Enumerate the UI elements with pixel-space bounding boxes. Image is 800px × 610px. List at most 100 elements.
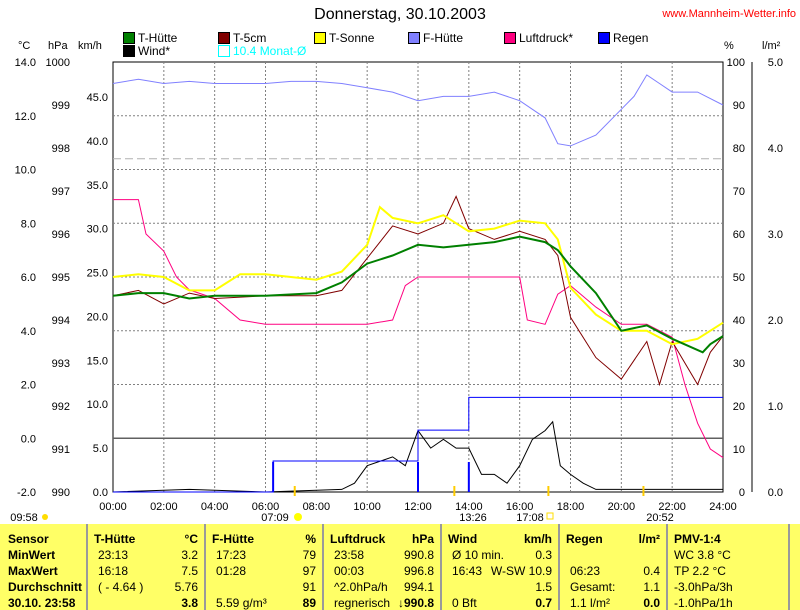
rain-tick-label: 1.0 bbox=[768, 401, 783, 413]
humidity-tick-label: 90 bbox=[733, 100, 745, 112]
wind-r4a: 0 Bft bbox=[452, 596, 477, 610]
fhuette-u: % bbox=[305, 532, 316, 546]
legend-item: Luftdruck* bbox=[504, 31, 573, 45]
legend-swatch bbox=[218, 32, 230, 44]
temp-tick-label: 12.0 bbox=[15, 111, 36, 123]
legend-label: 10.4 Monat-Ø bbox=[233, 44, 307, 58]
legend-item: T-Sonne bbox=[314, 31, 374, 45]
temp-tick-label: 0.0 bbox=[21, 433, 36, 445]
regen-r3a: Gesamt: bbox=[570, 580, 616, 594]
wind-tick-label: 15.0 bbox=[87, 355, 108, 367]
pressure-tick-label: 991 bbox=[52, 444, 70, 456]
legend-swatch bbox=[314, 32, 326, 44]
legend-swatch bbox=[123, 45, 135, 57]
humidity-tick-label: 70 bbox=[733, 186, 745, 198]
x-tick-label: 22:00 bbox=[658, 501, 686, 513]
legend-item: 10.4 Monat-Ø bbox=[218, 44, 306, 58]
wind-tick-label: 10.0 bbox=[87, 399, 108, 411]
regen-u: l/m² bbox=[638, 532, 660, 546]
row-label-min: MinWert bbox=[8, 548, 56, 562]
temp-tick-label: 4.0 bbox=[21, 326, 36, 338]
col-luft: Luftdruck hPa 23:58 990.8 00:03 996.8 ^2.0hPa/… bbox=[324, 524, 442, 610]
legend-item: Wind* bbox=[123, 44, 170, 58]
luft-r2b: 996.8 bbox=[403, 564, 434, 578]
series-t-5cm bbox=[112, 195, 724, 387]
unit-celsius: °C bbox=[18, 40, 31, 52]
legend-swatch bbox=[218, 45, 230, 57]
temp-tick-label: 14.0 bbox=[15, 57, 36, 69]
wind-r1a: Ø 10 min. bbox=[452, 548, 505, 562]
rain-tick-label: 2.0 bbox=[768, 315, 783, 327]
legend-label: Regen bbox=[613, 31, 649, 45]
fhuette-r2b: 97 bbox=[302, 564, 316, 578]
thuette-r4b: 3.8 bbox=[181, 596, 198, 610]
col-regen: Regen l/m² 06:23 0.4 Gesamt: 1.1 1.1 l/m² 0.0 bbox=[560, 524, 668, 610]
luft-h: Luftdruck bbox=[330, 532, 386, 546]
row-label-avg: Durchschnitt bbox=[8, 580, 83, 594]
legend-swatch bbox=[504, 32, 516, 44]
pmv-trend-3h: -3.0hPa/3h bbox=[674, 580, 733, 594]
luft-r4b: ↓990.8 bbox=[397, 596, 434, 610]
legend-label: Luftdruck* bbox=[519, 31, 574, 45]
unit-hpa: hPa bbox=[48, 40, 68, 52]
x-tick-label: 08:00 bbox=[303, 501, 331, 513]
pmv-trend-1h: -1.0hPa/1h bbox=[674, 596, 733, 610]
luft-r3a: ^2.0hPa/h bbox=[334, 580, 388, 594]
time-marker: 07:09 bbox=[261, 512, 289, 524]
wind-r4b: 0.7 bbox=[535, 596, 552, 610]
luft-r4a: regnerisch bbox=[334, 596, 391, 610]
wind-tick-label: 30.0 bbox=[87, 224, 108, 236]
fhuette-r4b: 89 bbox=[302, 596, 316, 610]
chart-svg: 00:00 02:00 04:00 06:00 08:00 10:00 12:00 14:00… bbox=[10, 57, 783, 524]
regen-r2b: 0.4 bbox=[643, 564, 660, 578]
x-tick-label: 16:00 bbox=[506, 501, 534, 513]
col-pmv: PMV-1:4 WC 3.8 °C TP 2.2 °C -3.0hPa/3h -… bbox=[668, 524, 790, 610]
sunset-icon bbox=[546, 512, 554, 520]
humidity-tick-label: 30 bbox=[733, 358, 745, 370]
thuette-r2b: 7.5 bbox=[181, 564, 198, 578]
pmv-windchill: WC 3.8 °C bbox=[674, 548, 731, 562]
pmv-dewpoint: TP 2.2 °C bbox=[674, 564, 726, 578]
luft-r1b: 990.8 bbox=[403, 548, 434, 562]
regen-h: Regen bbox=[566, 532, 603, 546]
thuette-r1b: 3.2 bbox=[181, 548, 198, 562]
luft-r3b: 994.1 bbox=[403, 580, 434, 594]
fhuette-h: F-Hütte bbox=[212, 532, 254, 546]
time-marker: 09:58 bbox=[10, 512, 38, 524]
series-wind- bbox=[112, 420, 723, 493]
unit-percent: % bbox=[724, 40, 734, 52]
pressure-tick-label: 990 bbox=[52, 487, 70, 499]
legend-item: T-5cm bbox=[218, 31, 266, 45]
site-url-link[interactable]: www.Mannheim-Wetter.info bbox=[662, 8, 796, 20]
legend-label: T-5cm bbox=[233, 31, 267, 45]
chart-title: Donnerstag, 30.10.2003 bbox=[314, 6, 486, 23]
humidity-tick-label: 10 bbox=[733, 444, 745, 456]
legend-item: F-Hütte bbox=[408, 31, 463, 45]
unit-rain: l/m² bbox=[762, 40, 781, 52]
rain-tick-label: 0.0 bbox=[768, 487, 783, 499]
regen-r3b: 1.1 bbox=[643, 580, 660, 594]
sunrise-icon bbox=[294, 513, 302, 521]
legend-label: F-Hütte bbox=[423, 31, 464, 45]
rain-tick-label: 3.0 bbox=[768, 229, 783, 241]
fhuette-r1a: 17:23 bbox=[216, 548, 247, 562]
humidity-tick-label: 100 bbox=[727, 57, 745, 69]
col-thuette: T-Hütte °C 23:13 3.2 16:18 7.5 ( - 4.64 ) 5.76 3… bbox=[88, 524, 206, 610]
temp-tick-label: 8.0 bbox=[21, 218, 36, 230]
humidity-tick-label: 60 bbox=[733, 229, 745, 241]
wind-r1b: 0.3 bbox=[535, 548, 552, 562]
thuette-r3a: ( - 4.64 ) bbox=[98, 580, 144, 594]
temp-tick-label: 2.0 bbox=[21, 380, 36, 392]
temp-tick-label: 10.0 bbox=[15, 165, 36, 177]
legend-label: Wind* bbox=[138, 44, 171, 58]
legend-item: T-Hütte bbox=[123, 31, 177, 45]
wind-tick-label: 20.0 bbox=[87, 311, 108, 323]
x-tick-label: 12:00 bbox=[404, 501, 432, 513]
temp-tick-label: 6.0 bbox=[21, 272, 36, 284]
pressure-tick-label: 994 bbox=[52, 315, 70, 327]
series-luftdruck- bbox=[113, 199, 724, 459]
cloud-icon bbox=[42, 514, 48, 520]
pressure-tick-label: 993 bbox=[52, 358, 70, 370]
regen-r4b: 0.0 bbox=[643, 596, 660, 610]
row-label-max: MaxWert bbox=[8, 564, 58, 578]
